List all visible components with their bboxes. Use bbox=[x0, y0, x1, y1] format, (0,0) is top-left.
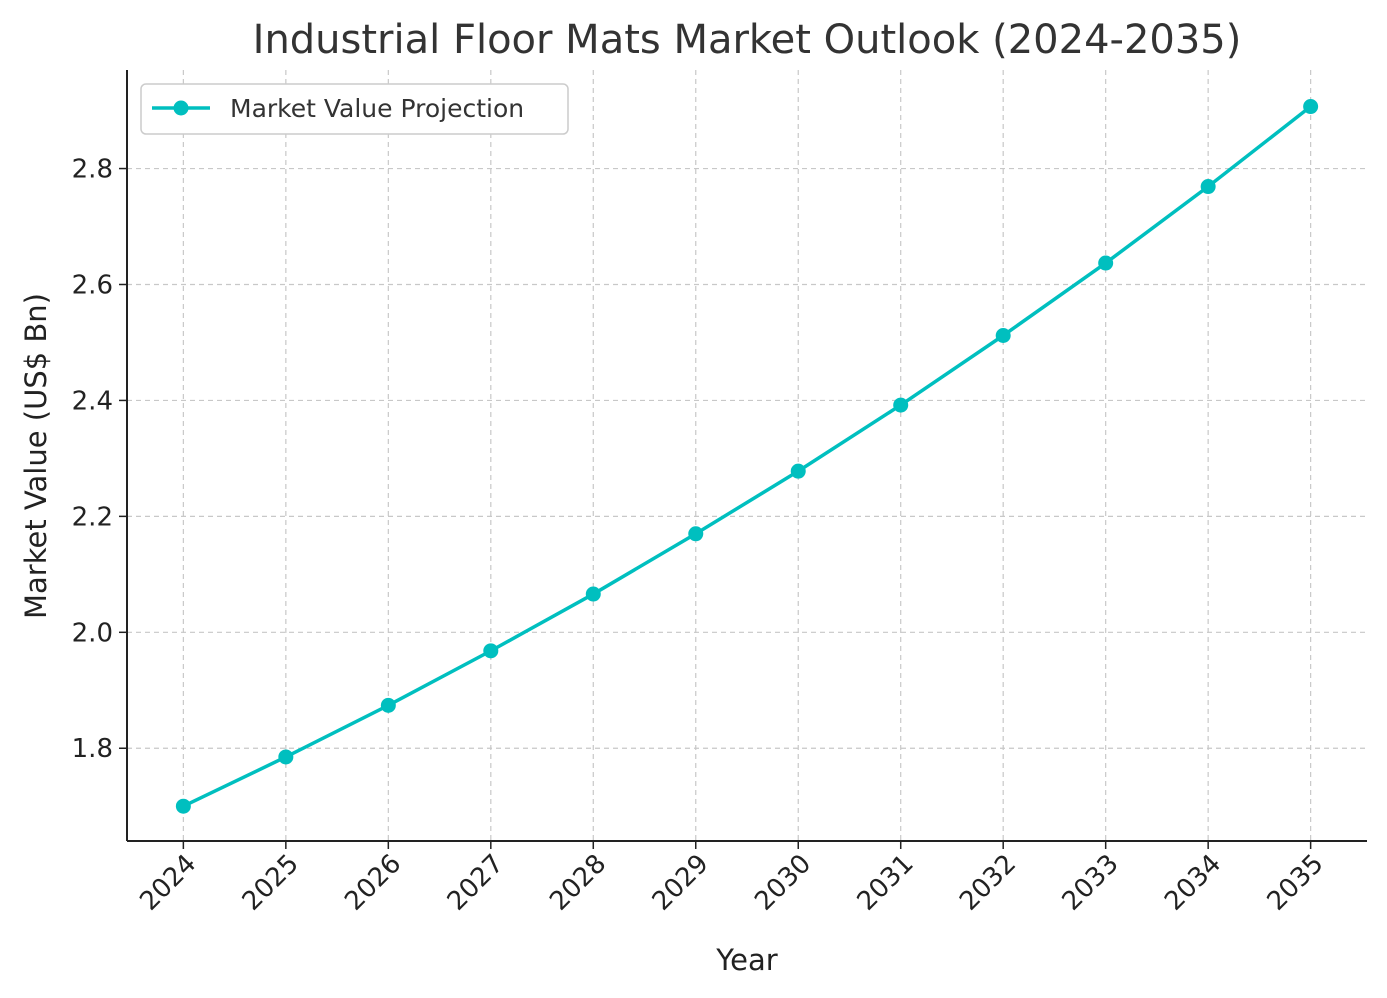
data-point bbox=[380, 697, 396, 713]
x-tick-label: 2024 bbox=[134, 849, 202, 917]
x-tick-label: 2031 bbox=[852, 849, 920, 917]
y-tick-label: 1.8 bbox=[72, 734, 113, 764]
series-line bbox=[182, 105, 1312, 808]
data-point bbox=[688, 526, 704, 542]
legend-marker bbox=[173, 100, 189, 116]
data-point bbox=[278, 749, 294, 765]
series bbox=[175, 99, 1319, 814]
data-point bbox=[995, 328, 1011, 344]
y-tick-label: 2.8 bbox=[72, 155, 113, 185]
data-point bbox=[483, 643, 499, 659]
grid bbox=[127, 70, 1367, 841]
data-point bbox=[585, 586, 601, 602]
x-tick-label: 2027 bbox=[442, 849, 510, 917]
x-tick-label: 2028 bbox=[544, 849, 612, 917]
x-axis-label: Year bbox=[715, 943, 777, 977]
data-point bbox=[790, 463, 806, 479]
legend: Market Value Projection bbox=[140, 83, 569, 135]
data-point bbox=[1200, 179, 1216, 195]
y-tick-label: 2.0 bbox=[72, 618, 113, 648]
chart-title: Industrial Floor Mats Market Outlook (20… bbox=[253, 17, 1242, 63]
x-tick-label: 2035 bbox=[1262, 849, 1330, 917]
data-point bbox=[175, 798, 191, 814]
x-tick-label: 2030 bbox=[749, 849, 817, 917]
x-tick-label: 2032 bbox=[954, 849, 1022, 917]
x-tick-label: 2033 bbox=[1057, 849, 1125, 917]
data-point bbox=[1303, 99, 1319, 115]
x-tick-label: 2034 bbox=[1159, 849, 1227, 917]
legend-label: Market Value Projection bbox=[230, 94, 524, 123]
x-tick-label: 2029 bbox=[647, 849, 715, 917]
x-tick-label: 2025 bbox=[237, 849, 305, 917]
legend-box bbox=[140, 83, 569, 135]
data-point bbox=[1098, 255, 1114, 271]
x-tick-label: 2026 bbox=[339, 849, 407, 917]
y-tick-label: 2.6 bbox=[72, 270, 113, 300]
y-tick-label: 2.2 bbox=[72, 502, 113, 532]
axes bbox=[126, 70, 1367, 842]
y-axis-label: Market Value (US$ Bn) bbox=[19, 293, 53, 619]
data-point bbox=[893, 397, 909, 413]
y-tick-label: 2.4 bbox=[72, 386, 113, 416]
